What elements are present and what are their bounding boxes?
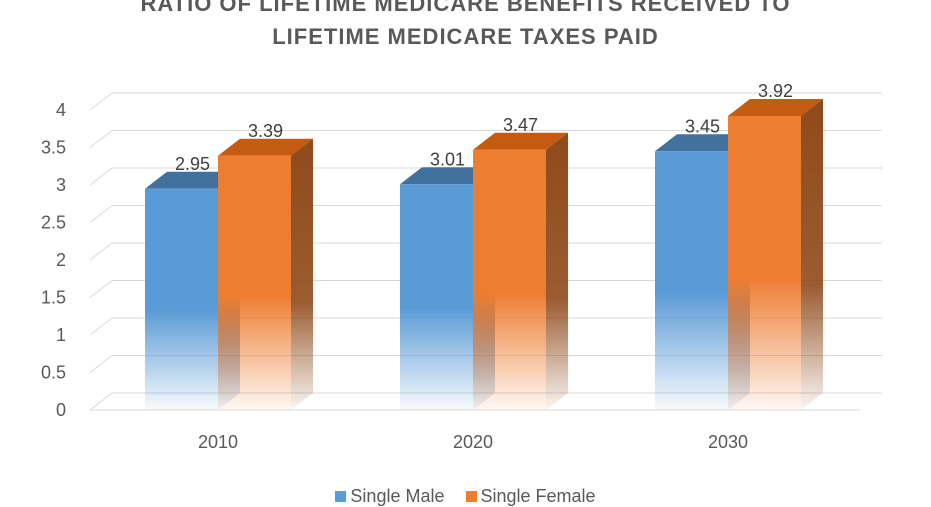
bars <box>145 99 823 410</box>
grid-depth-line <box>89 242 113 261</box>
y-tick-label: 2 <box>56 250 66 270</box>
grid-depth-line <box>89 205 113 223</box>
chart-title-line-2: LIFETIME MEDICARE TAXES PAID <box>272 24 659 49</box>
x-tick-label: 2030 <box>708 432 748 452</box>
bar-single-female-2020 <box>473 132 568 410</box>
data-label: 3.92 <box>758 81 793 101</box>
bar-top-face <box>400 167 495 185</box>
x-axis-ticks: 2010 2020 2030 <box>198 432 748 452</box>
data-label: 2.95 <box>175 154 210 174</box>
y-axis-ticks: 0 0.5 1 1.5 2 2.5 3 3.5 4 <box>41 100 66 420</box>
legend-item-single-male[interactable]: Single Male <box>335 486 444 507</box>
bar-side-face <box>291 138 313 410</box>
legend: Single Male Single Female <box>0 486 931 507</box>
bar-single-male-2030 <box>655 134 750 410</box>
x-tick-label: 2010 <box>198 432 238 452</box>
grid-depth-line <box>89 392 113 411</box>
bar-top-face <box>473 132 568 150</box>
bar-single-female-2010 <box>218 138 313 410</box>
bar-front-face <box>473 149 546 410</box>
bar-chart: 0 0.5 1 1.5 2 2.5 3 3.5 4 2.95 3.39 3.01 3.47 3.45 3.… <box>41 81 882 452</box>
y-tick-label: 0 <box>56 400 66 420</box>
bar-top-face <box>655 134 750 152</box>
data-label: 3.47 <box>503 115 538 135</box>
data-label: 3.45 <box>685 116 720 136</box>
bar-side-face <box>801 99 823 410</box>
grid-depth-line <box>89 130 113 148</box>
bar-front-face <box>728 116 801 410</box>
y-tick-label: 1.5 <box>41 288 66 308</box>
bar-front-face <box>145 188 218 410</box>
bar-side-face <box>546 132 568 410</box>
bar-front-face <box>655 151 728 410</box>
grid-depth-line <box>89 167 113 186</box>
bar-top-face <box>218 138 313 156</box>
bar-top-face <box>728 99 823 116</box>
grid-depth-line <box>89 355 113 373</box>
y-tick-label: 4 <box>56 100 66 120</box>
data-label: 3.39 <box>248 121 283 141</box>
bar-top-face <box>145 171 240 189</box>
y-tick-label: 2.5 <box>41 213 66 233</box>
data-labels: 2.95 3.39 3.01 3.47 3.45 3.92 <box>175 81 793 174</box>
y-tick-label: 0.5 <box>41 363 66 383</box>
grid-depth-line <box>89 280 113 298</box>
legend-label-single-female: Single Female <box>480 486 596 506</box>
x-tick-label: 2020 <box>453 432 493 452</box>
legend-item-single-female[interactable]: Single Female <box>465 486 596 507</box>
y-tick-label: 3.5 <box>41 138 66 158</box>
y-tick-label: 1 <box>56 325 66 345</box>
grid-depth-line <box>89 317 113 336</box>
y-tick-label: 3 <box>56 175 66 195</box>
data-label: 3.01 <box>430 149 465 169</box>
bar-front-face <box>400 184 473 410</box>
bar-front-face <box>218 155 291 410</box>
grid-depth-line <box>89 92 113 111</box>
legend-swatch-single-female <box>465 491 477 502</box>
bar-single-female-2030 <box>728 99 823 410</box>
legend-label-single-male: Single Male <box>350 486 445 506</box>
legend-swatch-single-male <box>335 491 347 502</box>
chart-title-line-1: RATIO OF LIFETIME MEDICARE BENEFITS RECE… <box>140 0 791 16</box>
